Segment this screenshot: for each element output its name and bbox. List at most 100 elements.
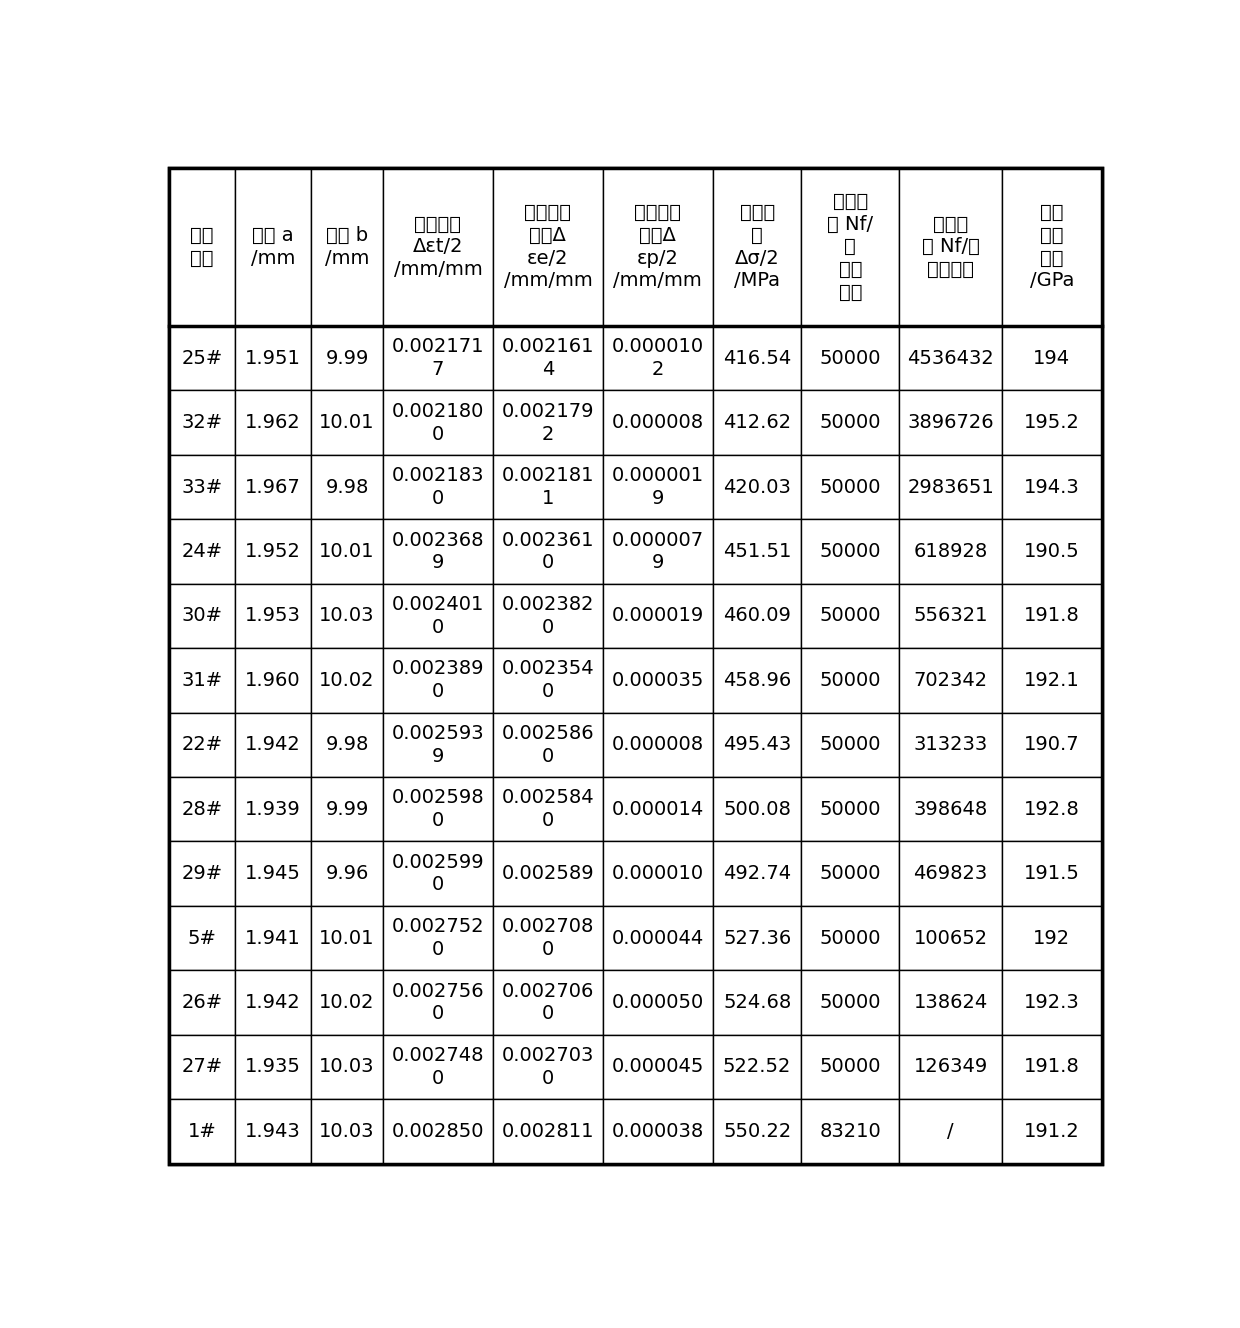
Bar — [1002, 167, 1101, 327]
Bar — [234, 390, 311, 456]
Text: 动态
弹性
模量
/GPa: 动态 弹性 模量 /GPa — [1029, 203, 1074, 291]
Text: 28#: 28# — [181, 799, 223, 818]
Bar — [311, 584, 383, 648]
Bar — [492, 777, 603, 842]
Bar — [492, 327, 603, 390]
Text: 0.000007
9: 0.000007 9 — [611, 531, 704, 572]
Text: 弹性应变
幅值Δ
εe/2
/mm/mm: 弹性应变 幅值Δ εe/2 /mm/mm — [503, 203, 593, 291]
Text: 33#: 33# — [181, 478, 223, 497]
Bar — [311, 777, 383, 842]
Text: 1.941: 1.941 — [246, 928, 301, 948]
Bar — [1002, 1035, 1101, 1100]
Text: 10.02: 10.02 — [319, 671, 374, 689]
Bar — [713, 777, 801, 842]
Bar — [1002, 390, 1101, 456]
Bar — [801, 906, 899, 971]
Text: 应变幅值
Δεt/2
/mm/mm: 应变幅值 Δεt/2 /mm/mm — [393, 215, 482, 279]
Text: 9.98: 9.98 — [325, 736, 368, 754]
Bar — [383, 327, 492, 390]
Text: 22#: 22# — [181, 736, 223, 754]
Text: 50000: 50000 — [820, 607, 882, 625]
Text: 138624: 138624 — [914, 993, 988, 1012]
Bar — [1002, 906, 1101, 971]
Bar — [170, 456, 234, 519]
Text: 190.7: 190.7 — [1024, 736, 1080, 754]
Text: 451.51: 451.51 — [723, 542, 791, 560]
Bar — [234, 519, 311, 584]
Text: 0.002171
7: 0.002171 7 — [392, 337, 484, 378]
Text: 0.002752
0: 0.002752 0 — [392, 918, 484, 959]
Bar — [899, 842, 1002, 906]
Text: 50000: 50000 — [820, 542, 882, 560]
Text: 0.000019: 0.000019 — [611, 607, 704, 625]
Bar — [383, 519, 492, 584]
Text: 420.03: 420.03 — [723, 478, 791, 497]
Bar — [1002, 584, 1101, 648]
Bar — [603, 1035, 713, 1100]
Bar — [801, 648, 899, 713]
Text: /: / — [947, 1122, 954, 1141]
Bar — [801, 456, 899, 519]
Text: 556321: 556321 — [914, 607, 988, 625]
Text: 10.01: 10.01 — [319, 928, 374, 948]
Bar — [603, 456, 713, 519]
Text: 0.002703
0: 0.002703 0 — [502, 1046, 594, 1088]
Text: 460.09: 460.09 — [723, 607, 791, 625]
Bar — [603, 842, 713, 906]
Bar — [899, 327, 1002, 390]
Text: 0.000035: 0.000035 — [611, 671, 704, 689]
Bar — [234, 1035, 311, 1100]
Bar — [234, 906, 311, 971]
Text: 塑性应变
幅值Δ
εp/2
/mm/mm: 塑性应变 幅值Δ εp/2 /mm/mm — [614, 203, 702, 291]
Bar — [603, 906, 713, 971]
Text: 0.000008: 0.000008 — [611, 413, 704, 432]
Bar — [801, 842, 899, 906]
Bar — [311, 971, 383, 1035]
Text: 50000: 50000 — [820, 671, 882, 689]
Text: 1.960: 1.960 — [246, 671, 300, 689]
Text: 500.08: 500.08 — [723, 799, 791, 818]
Bar — [311, 167, 383, 327]
Text: 0.002748
0: 0.002748 0 — [392, 1046, 484, 1088]
Bar — [170, 713, 234, 777]
Bar — [1002, 713, 1101, 777]
Text: 495.43: 495.43 — [723, 736, 791, 754]
Text: 0.002811: 0.002811 — [502, 1122, 594, 1141]
Text: 27#: 27# — [181, 1057, 223, 1077]
Text: 195.2: 195.2 — [1024, 413, 1080, 432]
Text: 313233: 313233 — [914, 736, 988, 754]
Bar — [170, 648, 234, 713]
Bar — [234, 842, 311, 906]
Text: 0.002598
0: 0.002598 0 — [392, 789, 484, 830]
Text: 0.000038: 0.000038 — [611, 1122, 704, 1141]
Bar — [1002, 777, 1101, 842]
Text: 0.002706
0: 0.002706 0 — [502, 981, 594, 1024]
Text: 618928: 618928 — [914, 542, 988, 560]
Bar — [603, 390, 713, 456]
Text: 527.36: 527.36 — [723, 928, 791, 948]
Text: 0.000010
2: 0.000010 2 — [611, 337, 704, 378]
Text: 50000: 50000 — [820, 928, 882, 948]
Text: 0.002361
0: 0.002361 0 — [502, 531, 594, 572]
Bar — [311, 456, 383, 519]
Bar — [170, 1035, 234, 1100]
Text: 0.002183
0: 0.002183 0 — [392, 466, 484, 509]
Bar — [713, 167, 801, 327]
Bar — [713, 971, 801, 1035]
Bar — [899, 1035, 1002, 1100]
Bar — [1002, 842, 1101, 906]
Text: 0.002589: 0.002589 — [501, 865, 594, 883]
Bar — [170, 842, 234, 906]
Text: 492.74: 492.74 — [723, 865, 791, 883]
Text: 50000: 50000 — [820, 993, 882, 1012]
Text: 192.8: 192.8 — [1024, 799, 1080, 818]
Text: 1.953: 1.953 — [246, 607, 301, 625]
Bar — [603, 1100, 713, 1163]
Bar — [713, 519, 801, 584]
Bar — [170, 327, 234, 390]
Text: 50000: 50000 — [820, 1057, 882, 1077]
Text: 10.01: 10.01 — [319, 542, 374, 560]
Bar — [1002, 456, 1101, 519]
Bar — [234, 648, 311, 713]
Bar — [899, 167, 1002, 327]
